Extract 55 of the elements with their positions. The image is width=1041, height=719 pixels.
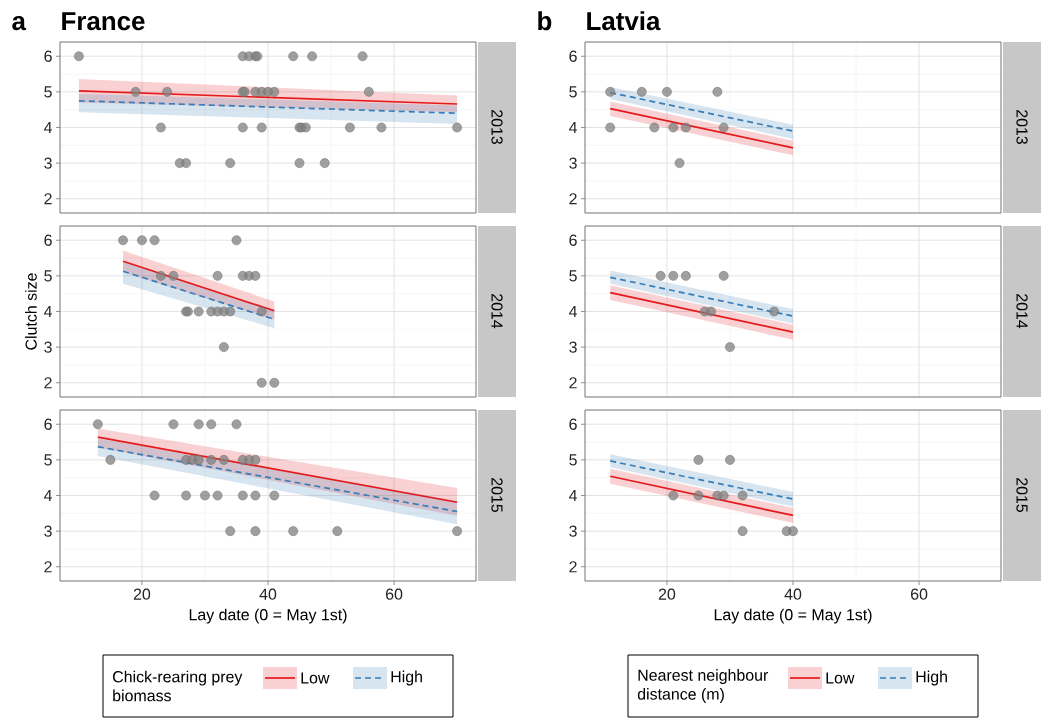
x-tick-label: 40 (784, 588, 802, 600)
y-tick-label: 5 (569, 454, 577, 466)
x-axis-title: Lay date (0 = May 1st) (189, 608, 347, 624)
legend-label: High (916, 670, 947, 686)
legend-title: Chick-rearing prey biomass (113, 670, 243, 702)
x-tick-label: 20 (133, 588, 151, 600)
y-tick-label: 6 (44, 50, 52, 62)
y-tick-label: 4 (43, 490, 53, 501)
y-tick-label: 5 (44, 454, 52, 466)
y-tick-label: 5 (569, 86, 577, 98)
y-tick-label: 4 (568, 490, 578, 501)
y-tick-label: 4 (568, 122, 578, 133)
text: 2015 (491, 478, 503, 513)
y-tick-label: 2 (44, 561, 52, 573)
y-tick-label: 6 (569, 234, 577, 246)
y-tick-label: 4 (43, 306, 53, 317)
text: 2013 (1016, 110, 1028, 145)
y-tick-label: 6 (569, 418, 577, 430)
y-tick-label: 4 (568, 306, 578, 317)
text: 2014 (1016, 294, 1028, 329)
y-tick-label: 2 (44, 193, 52, 205)
y-tick-label: 2 (569, 193, 577, 205)
chart-title: France (62, 12, 145, 31)
text: 2014 (491, 294, 503, 329)
text: a (12, 16, 27, 31)
text: b (538, 11, 552, 31)
legend-label: Low (826, 672, 855, 684)
legend-label: High (391, 670, 422, 686)
legend-label: Low (301, 672, 330, 684)
y-tick-label: 3 (569, 341, 577, 353)
x-tick-label: 40 (259, 588, 277, 600)
x-tick-label: 60 (911, 588, 928, 600)
y-tick-label: 5 (44, 270, 52, 282)
legend-title: Nearest neighbour distance (m) (637, 669, 769, 703)
text: 2013 (491, 110, 503, 145)
y-tick-label: 2 (44, 377, 52, 389)
y-tick-label: 5 (569, 270, 577, 282)
y-tick-label: 4 (43, 122, 53, 133)
text: 2015 (1016, 478, 1028, 513)
y-tick-label: 2 (569, 377, 577, 389)
chart-title: Latvia (587, 11, 661, 31)
y-tick-label: 2 (569, 561, 577, 573)
x-tick-label: 60 (386, 588, 403, 600)
y-tick-label: 3 (569, 525, 577, 537)
x-tick-label: 20 (658, 588, 676, 600)
y-tick-label: 6 (569, 50, 577, 62)
y-tick-label: 3 (44, 157, 52, 169)
y-tick-label: 6 (44, 418, 52, 430)
y-axis-title: Clutch size (25, 273, 37, 350)
x-axis-title: Lay date (0 = May 1st) (714, 608, 872, 624)
y-tick-label: 3 (44, 341, 52, 353)
y-tick-label: 3 (569, 157, 577, 169)
y-tick-label: 6 (44, 234, 52, 246)
y-tick-label: 3 (44, 525, 52, 537)
y-tick-label: 5 (44, 86, 52, 98)
